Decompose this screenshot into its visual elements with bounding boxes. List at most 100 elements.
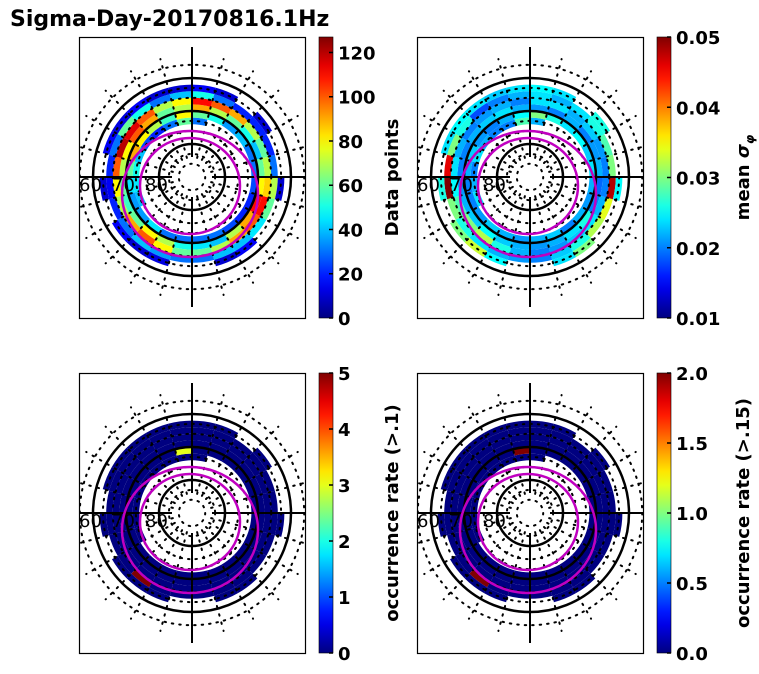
data-bin	[214, 87, 239, 103]
dotted-grid-spoke	[104, 425, 179, 500]
colorbar	[318, 36, 334, 319]
data-bin	[228, 108, 249, 126]
data-bin	[254, 195, 269, 217]
dotted-grid-spoke	[497, 394, 526, 495]
data-bin	[210, 100, 232, 115]
data-bin	[572, 130, 588, 148]
data-bin	[473, 108, 494, 126]
data-bin	[455, 452, 474, 474]
data-bin	[490, 436, 512, 451]
dotted-grid-spoke	[200, 70, 255, 161]
data-bin	[581, 480, 594, 498]
data-bin	[212, 430, 235, 445]
data-bin	[140, 450, 159, 467]
data-bin	[472, 466, 488, 484]
data-bin	[472, 483, 485, 500]
data-bin	[99, 177, 110, 201]
data-bin	[109, 470, 124, 493]
dotted-grid-spoke	[79, 517, 174, 545]
data-bin	[140, 223, 159, 240]
data-bin	[461, 120, 479, 141]
data-bin	[545, 228, 563, 241]
data-bin	[225, 114, 244, 131]
dotted-grid-spoke	[210, 181, 305, 209]
dotted-grid-spoke	[417, 181, 512, 209]
dotted-grid-spoke	[417, 481, 512, 509]
data-bin	[472, 542, 488, 560]
data-bin	[490, 575, 512, 590]
data-bin	[121, 140, 135, 160]
dotted-grid-spoke	[200, 529, 255, 620]
dotted-grid-circle	[167, 488, 217, 538]
data-bin	[212, 245, 235, 260]
data-bin	[545, 449, 563, 462]
dotted-grid-spoke	[423, 450, 514, 505]
data-bin	[559, 219, 577, 235]
dotted-grid-spoke	[159, 531, 188, 632]
data-bin	[447, 197, 462, 220]
dotted-grid-spoke	[548, 181, 643, 209]
data-bin	[566, 108, 587, 126]
dotted-grid-spoke	[196, 394, 225, 495]
latitude-label: 70	[112, 175, 135, 196]
data-bin	[473, 564, 494, 582]
dotted-grid-spoke	[205, 89, 280, 164]
dotted-grid-spoke	[417, 145, 512, 173]
data-bin	[207, 228, 225, 241]
data-bin	[545, 113, 563, 126]
latitude-label: 70	[450, 175, 473, 196]
data-bin	[159, 449, 177, 462]
data-bin	[131, 438, 153, 457]
data-bin	[155, 234, 175, 248]
data-bin	[152, 100, 174, 115]
data-bin	[606, 490, 616, 513]
data-bin	[123, 120, 141, 141]
latitude-label: 60	[417, 511, 440, 532]
latitude-label: 80	[483, 175, 506, 196]
dotted-grid-spoke	[534, 394, 563, 495]
data-bin	[490, 239, 512, 254]
data-bin	[121, 530, 135, 550]
latitude-ring	[495, 142, 565, 212]
data-bin	[581, 456, 599, 477]
data-bin	[592, 473, 607, 495]
dotted-grid-spoke	[543, 89, 618, 164]
data-bin	[612, 513, 623, 537]
data-bin	[497, 228, 515, 241]
data-bin	[129, 461, 146, 480]
data-bin	[483, 555, 501, 571]
colorbar-tick-label: 0.5	[676, 574, 708, 595]
latitude-label: 60	[417, 175, 440, 196]
dotted-grid-spoke	[442, 526, 517, 601]
data-bin	[254, 137, 269, 159]
data-bin	[225, 223, 244, 240]
data-bin	[210, 436, 232, 451]
dotted-grid-spoke	[497, 531, 526, 632]
data-bin	[493, 106, 513, 120]
latitude-ring	[124, 109, 260, 245]
data-bin	[134, 483, 147, 500]
data-bin	[145, 219, 163, 235]
colorbar-tick-label: 120	[338, 43, 376, 64]
data-bin	[192, 433, 213, 443]
data-bin	[552, 423, 577, 439]
data-bin	[559, 119, 577, 135]
data-bin	[106, 513, 116, 536]
data-bin	[117, 452, 136, 474]
data-bin	[455, 552, 474, 574]
dotted-grid-spoke	[497, 195, 526, 296]
latitude-ring	[495, 478, 565, 548]
data-bin	[238, 210, 255, 229]
data-bin	[129, 210, 146, 229]
dotted-grid-spoke	[104, 190, 179, 265]
data-bin	[470, 161, 479, 177]
dotted-grid-spoke	[159, 394, 188, 495]
data-bin	[171, 433, 192, 443]
dotted-grid-spoke	[423, 521, 514, 576]
dotted-grid-spoke	[534, 58, 563, 159]
data-bin	[509, 583, 530, 593]
data-bin	[171, 583, 192, 593]
dotted-grid-spoke	[205, 526, 280, 601]
data-bin	[268, 177, 278, 200]
latitude-ring	[157, 142, 227, 212]
